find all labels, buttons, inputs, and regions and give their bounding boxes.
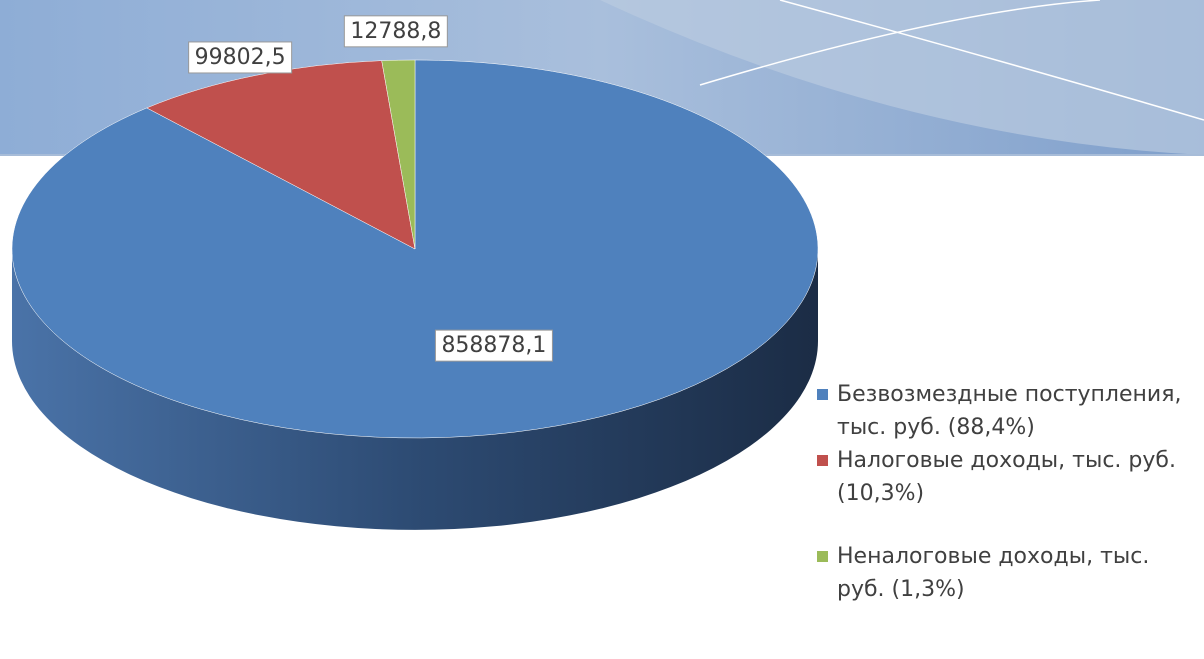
legend-swatch [817, 389, 828, 400]
legend: Безвозмездные поступления, тыс. руб. (88… [815, 378, 1200, 606]
value-label-box [434, 329, 553, 362]
legend-label: Налоговые доходы, тыс. руб. (10,3%) [837, 448, 1176, 506]
value-label: 858878,1 [441, 333, 546, 358]
legend-item: Неналоговые доходы, тыс. руб. (1,3%) [815, 540, 1200, 606]
value-label-box [343, 15, 448, 48]
legend-label: Безвозмездные поступления, тыс. руб. (88… [837, 382, 1182, 440]
legend-item: Безвозмездные поступления, тыс. руб. (88… [815, 378, 1200, 444]
legend-item: Налоговые доходы, тыс. руб. (10,3%) [815, 444, 1200, 510]
value-label-box [188, 41, 293, 74]
pie: 858878,1 99802,5 12788,8 [11, 15, 819, 530]
value-label: 99802,5 [195, 45, 286, 70]
value-label: 12788,8 [350, 19, 441, 44]
pie-slice [381, 59, 416, 250]
legend-swatch [817, 551, 828, 562]
pie-side [12, 249, 818, 530]
legend-swatch [817, 455, 828, 466]
legend-label: Неналоговые доходы, тыс. руб. (1,3%) [837, 544, 1150, 602]
pie-slice [146, 60, 416, 250]
